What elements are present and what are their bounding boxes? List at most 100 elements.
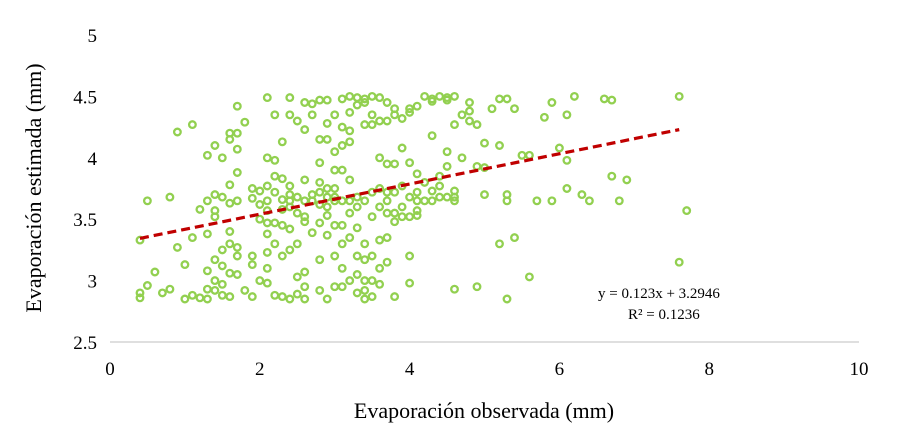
data-point [397, 212, 407, 222]
data-point [375, 235, 385, 245]
data-point [457, 153, 467, 163]
data-point [412, 101, 422, 111]
data-point [435, 181, 445, 191]
data-point [232, 242, 242, 252]
data-point [382, 159, 392, 169]
data-point [367, 120, 377, 130]
data-point [562, 155, 572, 165]
data-point [352, 223, 362, 233]
data-point [412, 206, 422, 216]
data-point [195, 293, 205, 303]
data-point [480, 190, 489, 200]
data-point [405, 212, 415, 222]
data-point [450, 196, 459, 206]
data-point [285, 110, 295, 120]
data-point [247, 260, 257, 270]
data-point [262, 181, 272, 191]
data-point [337, 239, 347, 249]
data-point [674, 91, 684, 101]
data-point [405, 104, 415, 114]
data-point [337, 220, 347, 230]
data-point [360, 120, 370, 130]
data-point [390, 292, 400, 302]
data-point [300, 175, 310, 185]
data-point [345, 196, 355, 206]
data-point [472, 161, 482, 171]
data-point [202, 266, 212, 276]
data-point [322, 230, 332, 240]
data-point [300, 217, 310, 227]
data-point [322, 134, 332, 144]
data-point [517, 150, 527, 160]
data-point [360, 239, 370, 249]
data-point [487, 104, 497, 114]
data-point [135, 288, 145, 298]
x-axis-title: Evaporación observada (mm) [354, 398, 614, 423]
data-point [330, 220, 340, 230]
data-point [225, 239, 235, 249]
data-point [150, 267, 160, 277]
data-point [300, 212, 310, 222]
data-point [217, 153, 227, 163]
data-point [397, 114, 407, 123]
data-point [232, 196, 242, 206]
data-point [375, 202, 385, 212]
data-point [262, 196, 272, 206]
data-point [262, 229, 272, 239]
data-point [307, 228, 317, 238]
data-point [577, 190, 587, 200]
data-point [450, 192, 459, 202]
data-point [247, 193, 257, 203]
data-point [562, 184, 572, 193]
data-point [142, 196, 152, 206]
data-point [255, 200, 265, 209]
data-point [270, 110, 280, 120]
data-point [360, 294, 370, 304]
data-point [352, 270, 362, 279]
data-point [270, 218, 280, 228]
data-point [375, 263, 385, 273]
data-point [674, 257, 684, 267]
data-point [465, 98, 474, 107]
data-point [367, 292, 377, 302]
data-point [390, 217, 400, 227]
data-point [180, 260, 190, 270]
data-point [232, 144, 242, 154]
data-point [337, 263, 347, 273]
data-point [450, 91, 459, 101]
data-point [337, 122, 347, 132]
data-point [270, 171, 280, 181]
data-point [450, 120, 459, 130]
data-point [382, 196, 392, 206]
data-point [547, 196, 557, 206]
data-point [465, 106, 474, 116]
data-point [480, 138, 489, 148]
data-point [330, 184, 340, 193]
data-point [210, 276, 220, 286]
data-point [360, 94, 370, 104]
data-point [262, 278, 272, 288]
data-point [330, 147, 340, 157]
data-point [390, 187, 400, 197]
data-point [360, 196, 370, 206]
data-point [285, 294, 295, 304]
x-tick-label: 8 [704, 359, 714, 380]
data-point [524, 272, 534, 282]
r-squared-label: R² = 0.1236 [628, 307, 700, 323]
data-point [322, 294, 332, 304]
data-point [375, 93, 385, 103]
data-point [315, 187, 325, 197]
data-point [157, 288, 167, 298]
data-point [345, 137, 355, 147]
data-point [210, 141, 220, 150]
data-point [360, 285, 370, 295]
y-tick-label: 3 [88, 272, 98, 293]
data-point [292, 208, 302, 218]
data-point [255, 186, 265, 196]
data-point [165, 192, 175, 202]
data-point [375, 184, 385, 193]
data-point [322, 202, 332, 212]
data-point [210, 212, 220, 222]
x-tick-label: 10 [850, 359, 869, 380]
data-point [397, 143, 407, 153]
